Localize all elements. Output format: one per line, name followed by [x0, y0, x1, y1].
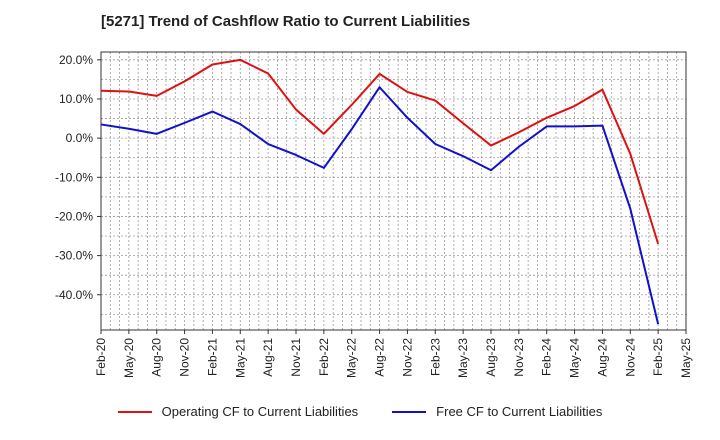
series-group — [100, 58, 660, 325]
legend-item-free-cf: Free CF to Current Liabilities — [392, 404, 602, 419]
chart-title: [5271] Trend of Cashflow Ratio to Curren… — [101, 13, 471, 30]
x-tick-label: Feb-20 — [94, 338, 108, 376]
x-tick-label: Nov-24 — [623, 338, 637, 377]
legend-swatch-free-cf — [392, 410, 427, 413]
legend: Operating CF to Current Liabilities Free… — [0, 404, 720, 419]
x-tick-label: Aug-22 — [373, 338, 387, 377]
x-tick-label: May-21 — [233, 338, 247, 378]
x-tick-label: Aug-21 — [261, 338, 275, 377]
plot-area — [100, 51, 687, 331]
y-tick-label: -10.0% — [55, 170, 93, 184]
x-tick-label: Feb-22 — [317, 338, 331, 376]
x-tick-label: May-25 — [679, 338, 693, 378]
x-tick-label: May-22 — [345, 338, 359, 378]
x-tick-label: Feb-23 — [428, 338, 442, 376]
x-tick-label: May-20 — [122, 338, 136, 378]
legend-swatch-operating-cf — [117, 410, 152, 413]
y-tick-label: -30.0% — [55, 249, 93, 263]
y-tick-label: 10.0% — [59, 92, 93, 106]
x-tick-label: Nov-23 — [512, 338, 526, 377]
x-tick-label: Feb-25 — [651, 338, 665, 376]
x-tick-label: Nov-22 — [400, 338, 414, 377]
x-tick-label: Nov-21 — [289, 338, 303, 377]
legend-item-operating-cf: Operating CF to Current Liabilities — [117, 404, 359, 419]
y-axis: 20.0% 10.0% 0.0% -10.0% -20.0% -30.0% -40.0% — [55, 53, 101, 302]
x-tick-label: Aug-23 — [484, 338, 498, 377]
x-tick-label: Aug-24 — [595, 338, 609, 377]
x-tick-label: Aug-20 — [150, 338, 164, 377]
x-tick-label: Feb-24 — [540, 338, 554, 376]
x-tick-label: May-24 — [568, 338, 582, 378]
x-axis: Feb-20 May-20 Aug-20 Nov-20 Feb-21 May-21 Aug-… — [94, 330, 693, 378]
y-tick-label: 0.0% — [66, 131, 94, 145]
x-tick-label: Feb-21 — [205, 338, 219, 376]
x-tick-label: May-23 — [456, 338, 470, 378]
series-line-free-cf — [100, 86, 660, 325]
series-line-operating-cf — [100, 58, 660, 245]
grid-lines — [101, 52, 686, 330]
y-tick-label: -20.0% — [55, 209, 93, 223]
x-tick-label: Nov-20 — [178, 338, 192, 377]
y-tick-label: -40.0% — [55, 288, 93, 302]
legend-label-free-cf: Free CF to Current Liabilities — [436, 404, 603, 419]
legend-label-operating-cf: Operating CF to Current Liabilities — [161, 404, 359, 419]
y-tick-label: 20.0% — [59, 53, 93, 67]
